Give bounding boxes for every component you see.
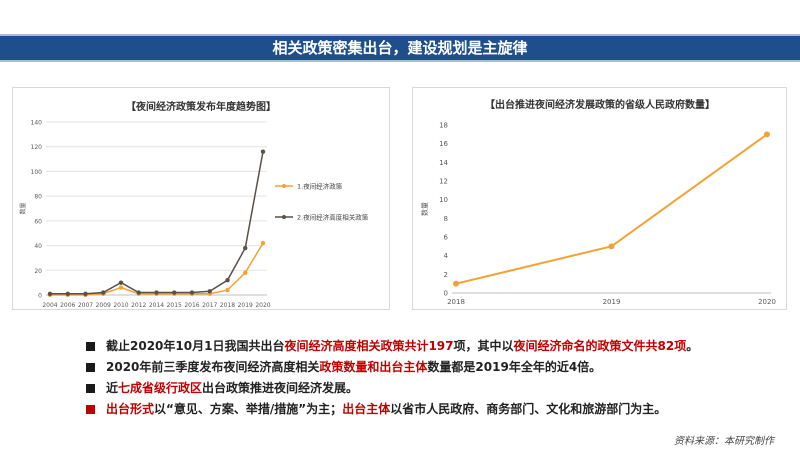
highlight-text: 夜间经济高度相关政策共计197 <box>284 339 454 353</box>
data-point <box>189 290 195 295</box>
bullet-item: 出台形式以“意见、方案、举措/措施”为主；出台主体以省市人民政府、商务部门、文化… <box>86 399 786 420</box>
x-tick-label: 2012 <box>131 302 146 309</box>
y-tick-label: 14 <box>439 159 448 167</box>
bullet-item: 近七成省级行政区出台政策推进夜间经济发展。 <box>86 378 786 399</box>
x-tick-label: 2004 <box>42 302 57 309</box>
x-tick-label: 2016 <box>184 302 199 309</box>
legend-label: 2.夜间经济高度相关政策 <box>297 213 369 222</box>
y-tick-label: 40 <box>34 243 42 250</box>
bullet-text: 截止2020年10月1日我国共出台 <box>106 339 285 353</box>
data-point <box>453 280 459 287</box>
bullet-text: 以“意见、方案、举措/措施”为主； <box>154 402 343 416</box>
series-line <box>455 133 768 285</box>
y-tick-label: 120 <box>31 144 43 151</box>
y-tick-label: 100 <box>31 169 43 176</box>
y-tick-label: 0 <box>38 293 42 300</box>
x-tick-label: 2010 <box>113 302 128 309</box>
series-line <box>50 151 264 295</box>
province-count-chart: 0 2 4 6 8 10 12 14 16 18 2018 2019 2020 数量 <box>420 122 776 307</box>
x-tick-label: 2014 <box>149 302 164 309</box>
data-point <box>764 131 770 138</box>
legend-label: 1.夜间经济政策 <box>297 182 343 191</box>
highlight-text: 夜间经济命名的政策文件共82项 <box>513 339 687 353</box>
y-tick-label: 80 <box>34 194 42 201</box>
chart-title: 【出台推进夜间经济发展政策的省级人民政府数量】 <box>485 100 715 111</box>
bullet-item: 2020年前三季度发布夜间经济高度相关政策数量和出台主体数量都是2019年全年的… <box>86 357 786 378</box>
source-note: 资料来源：本研究制作 <box>674 436 774 447</box>
x-tick-label: 2018 <box>447 298 465 306</box>
data-point <box>260 240 266 246</box>
y-axis-label: 数量 <box>420 202 429 216</box>
bullet-marker <box>86 405 95 414</box>
bullet-marker <box>86 384 95 393</box>
bullet-text: 近 <box>106 381 119 395</box>
y-tick-label: 0 <box>444 290 448 298</box>
x-tick-label: 2017 <box>202 302 217 309</box>
data-point <box>207 289 212 294</box>
y-tick-label: 18 <box>439 122 448 130</box>
data-point <box>225 277 230 283</box>
data-point <box>101 290 106 295</box>
y-tick-label: 12 <box>439 178 448 186</box>
x-tick-label: 2019 <box>238 302 253 309</box>
bullet-text: 出台政策推进夜间经济发展。 <box>202 381 359 395</box>
bullet-text: 项，其中以 <box>453 339 514 353</box>
chart-title: 【夜间经济政策发布年度趋势图】 <box>126 102 276 113</box>
x-tick-label: 2007 <box>78 302 93 309</box>
data-point <box>243 245 248 251</box>
bullet-list: 截止2020年10月1日我国共出台夜间经济高度相关政策共计197项，其中以夜间经… <box>86 336 786 420</box>
y-tick-label: 20 <box>34 268 42 275</box>
data-point <box>65 291 70 296</box>
y-tick-label: 60 <box>34 218 42 225</box>
bullet-text: 。 <box>686 339 699 353</box>
bullet-text: 数量都是2019年全年的近4倍。 <box>427 360 602 374</box>
legend-marker <box>282 215 286 219</box>
x-tick-label: 2009 <box>96 302 111 309</box>
data-point <box>118 280 124 285</box>
y-tick-label: 10 <box>439 196 448 204</box>
highlight-text: 政策数量和出台主体 <box>319 360 428 374</box>
y-tick-label: 4 <box>444 252 449 260</box>
x-tick-label: 2019 <box>603 298 621 306</box>
y-tick-label: 6 <box>444 234 449 242</box>
y-tick-label: 2 <box>444 271 448 279</box>
data-point <box>118 285 124 290</box>
bullet-text: 以省市人民政府、商务部门、文化和旅游部门为主。 <box>390 402 667 416</box>
bullet-item: 截止2020年10月1日我国共出台夜间经济高度相关政策共计197项，其中以夜间经… <box>86 336 786 357</box>
data-point <box>243 270 248 275</box>
bullet-marker <box>86 363 95 372</box>
x-tick-label: 2018 <box>220 302 235 309</box>
x-tick-label: 2020 <box>758 298 776 306</box>
chart-panel-province-count: 【出台推进夜间经济发展政策的省级人民政府数量】 0 2 4 6 8 10 12 14 16 18 2… <box>412 87 787 310</box>
y-tick-label: 16 <box>439 140 448 148</box>
x-tick-label: 2015 <box>167 302 182 309</box>
title-banner: 相关政策密集出台，建设规划是主旋律 <box>0 34 800 62</box>
data-point <box>608 243 615 250</box>
highlight-text: 出台形式 <box>106 402 155 416</box>
data-point <box>260 149 266 154</box>
bullet-marker <box>86 342 95 351</box>
data-point <box>83 291 88 296</box>
data-point <box>47 291 53 296</box>
highlight-text: 七成省级行政区 <box>118 381 203 395</box>
data-point <box>225 287 230 293</box>
data-point <box>136 290 141 295</box>
legend-marker <box>282 184 286 188</box>
x-tick-label: 2006 <box>60 302 75 309</box>
y-axis-label: 数量 <box>19 202 27 214</box>
bullet-text: 2020年前三季度发布夜间经济高度相关 <box>106 360 320 374</box>
page-title: 相关政策密集出台，建设规划是主旋律 <box>272 39 528 57</box>
y-tick-label: 140 <box>31 120 43 127</box>
x-tick-label: 2020 <box>255 302 270 309</box>
chart-panel-policy-trend: 【夜间经济政策发布年度趋势图】 0 20 40 60 80 100 120 140 2004 20… <box>12 87 390 310</box>
data-point <box>154 290 159 295</box>
data-point <box>172 290 177 295</box>
highlight-text: 出台主体 <box>342 402 391 416</box>
y-tick-label: 8 <box>444 215 448 223</box>
series-line <box>50 242 264 296</box>
